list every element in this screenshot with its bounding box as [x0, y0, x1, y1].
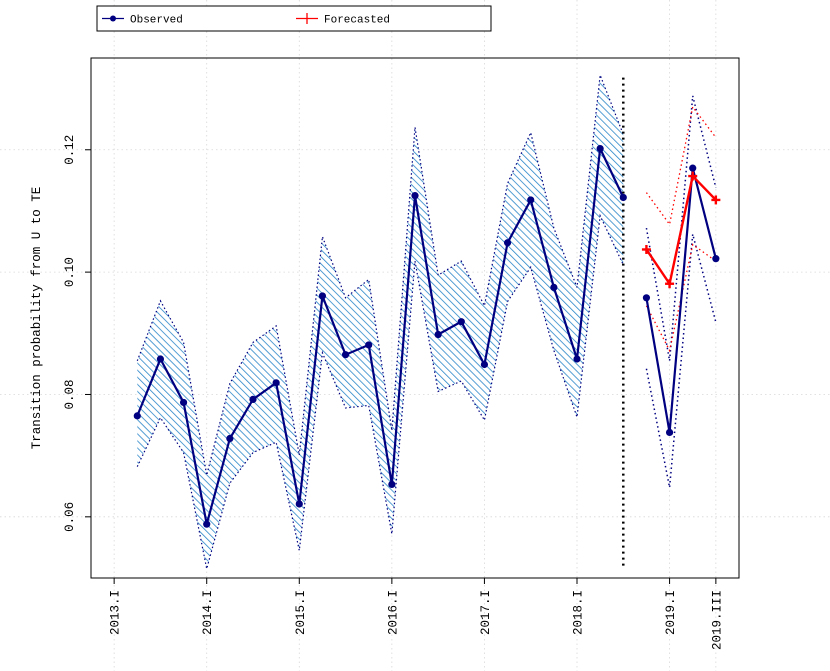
observed-point [318, 292, 327, 300]
observed-point [527, 196, 535, 204]
axes: 0.06 0.08 0.10 0.12 2013.I 2014.I 2015.I 2016.I… [63, 135, 724, 650]
forecast-point [711, 195, 721, 205]
observed-outsample-lower [645, 233, 717, 488]
x-tick-label: 2018.I [572, 590, 586, 635]
band-lower-bound [136, 213, 624, 569]
observed-point [457, 318, 465, 326]
observed-point [295, 500, 303, 508]
observed-point [573, 355, 581, 363]
observed-point [226, 434, 234, 443]
observed-point [341, 351, 350, 359]
observed-point [156, 355, 165, 363]
observed-point [596, 144, 604, 153]
observed-point [550, 283, 558, 292]
legend-observed-label: Observed [130, 15, 183, 27]
observed-outsample-point [665, 428, 674, 436]
series [133, 77, 721, 569]
observed-point [249, 395, 257, 403]
legend-box [96, 5, 492, 32]
observed-point [434, 330, 442, 339]
observed-point [272, 379, 280, 387]
y-axis-label: Transition probability from U to TE [30, 187, 44, 450]
observed-line [136, 144, 625, 525]
observed-point [503, 239, 512, 247]
band-upper-bound [136, 74, 624, 476]
observed-point [179, 398, 188, 407]
observed-point [480, 360, 489, 369]
x-tick-label: 2013.I [109, 590, 123, 635]
plot-frame [90, 57, 740, 579]
observed-point [411, 192, 419, 200]
observed-outsample-point [642, 294, 651, 302]
forecast-point [688, 171, 698, 181]
x-tick-label: 2016.I [386, 590, 400, 635]
x-tick-label: 2015.I [294, 590, 308, 635]
x-tick-label: 2017.I [479, 590, 493, 635]
y-tick-label: 0.12 [63, 135, 77, 165]
forecast-point [665, 279, 675, 289]
observed-outsample-line [645, 167, 717, 433]
observed-point [619, 193, 627, 202]
legend-forecasted-label: Forecasted [324, 15, 390, 27]
observed-point [388, 480, 396, 488]
x-tick-label: 2019.III [710, 590, 724, 650]
observed-point [365, 341, 373, 349]
confidence-band [136, 74, 624, 569]
observed-point [203, 520, 211, 528]
y-tick-label: 0.06 [63, 502, 77, 532]
x-tick-label: 2014.I [201, 590, 215, 635]
band-fill [137, 75, 624, 569]
legend-observed-marker [110, 15, 116, 22]
forecast-point [641, 244, 651, 254]
x-tick-label: 2019.I [664, 590, 678, 635]
observed-outsample-point [689, 164, 697, 172]
forecast-upper [645, 105, 717, 226]
y-tick-label: 0.10 [63, 257, 77, 287]
observed-outsample-point [712, 255, 720, 263]
forecast-line [645, 173, 717, 287]
y-tick-label: 0.08 [63, 379, 77, 409]
legend: Observed Forecasted [96, 5, 492, 32]
observed-point [133, 412, 141, 420]
